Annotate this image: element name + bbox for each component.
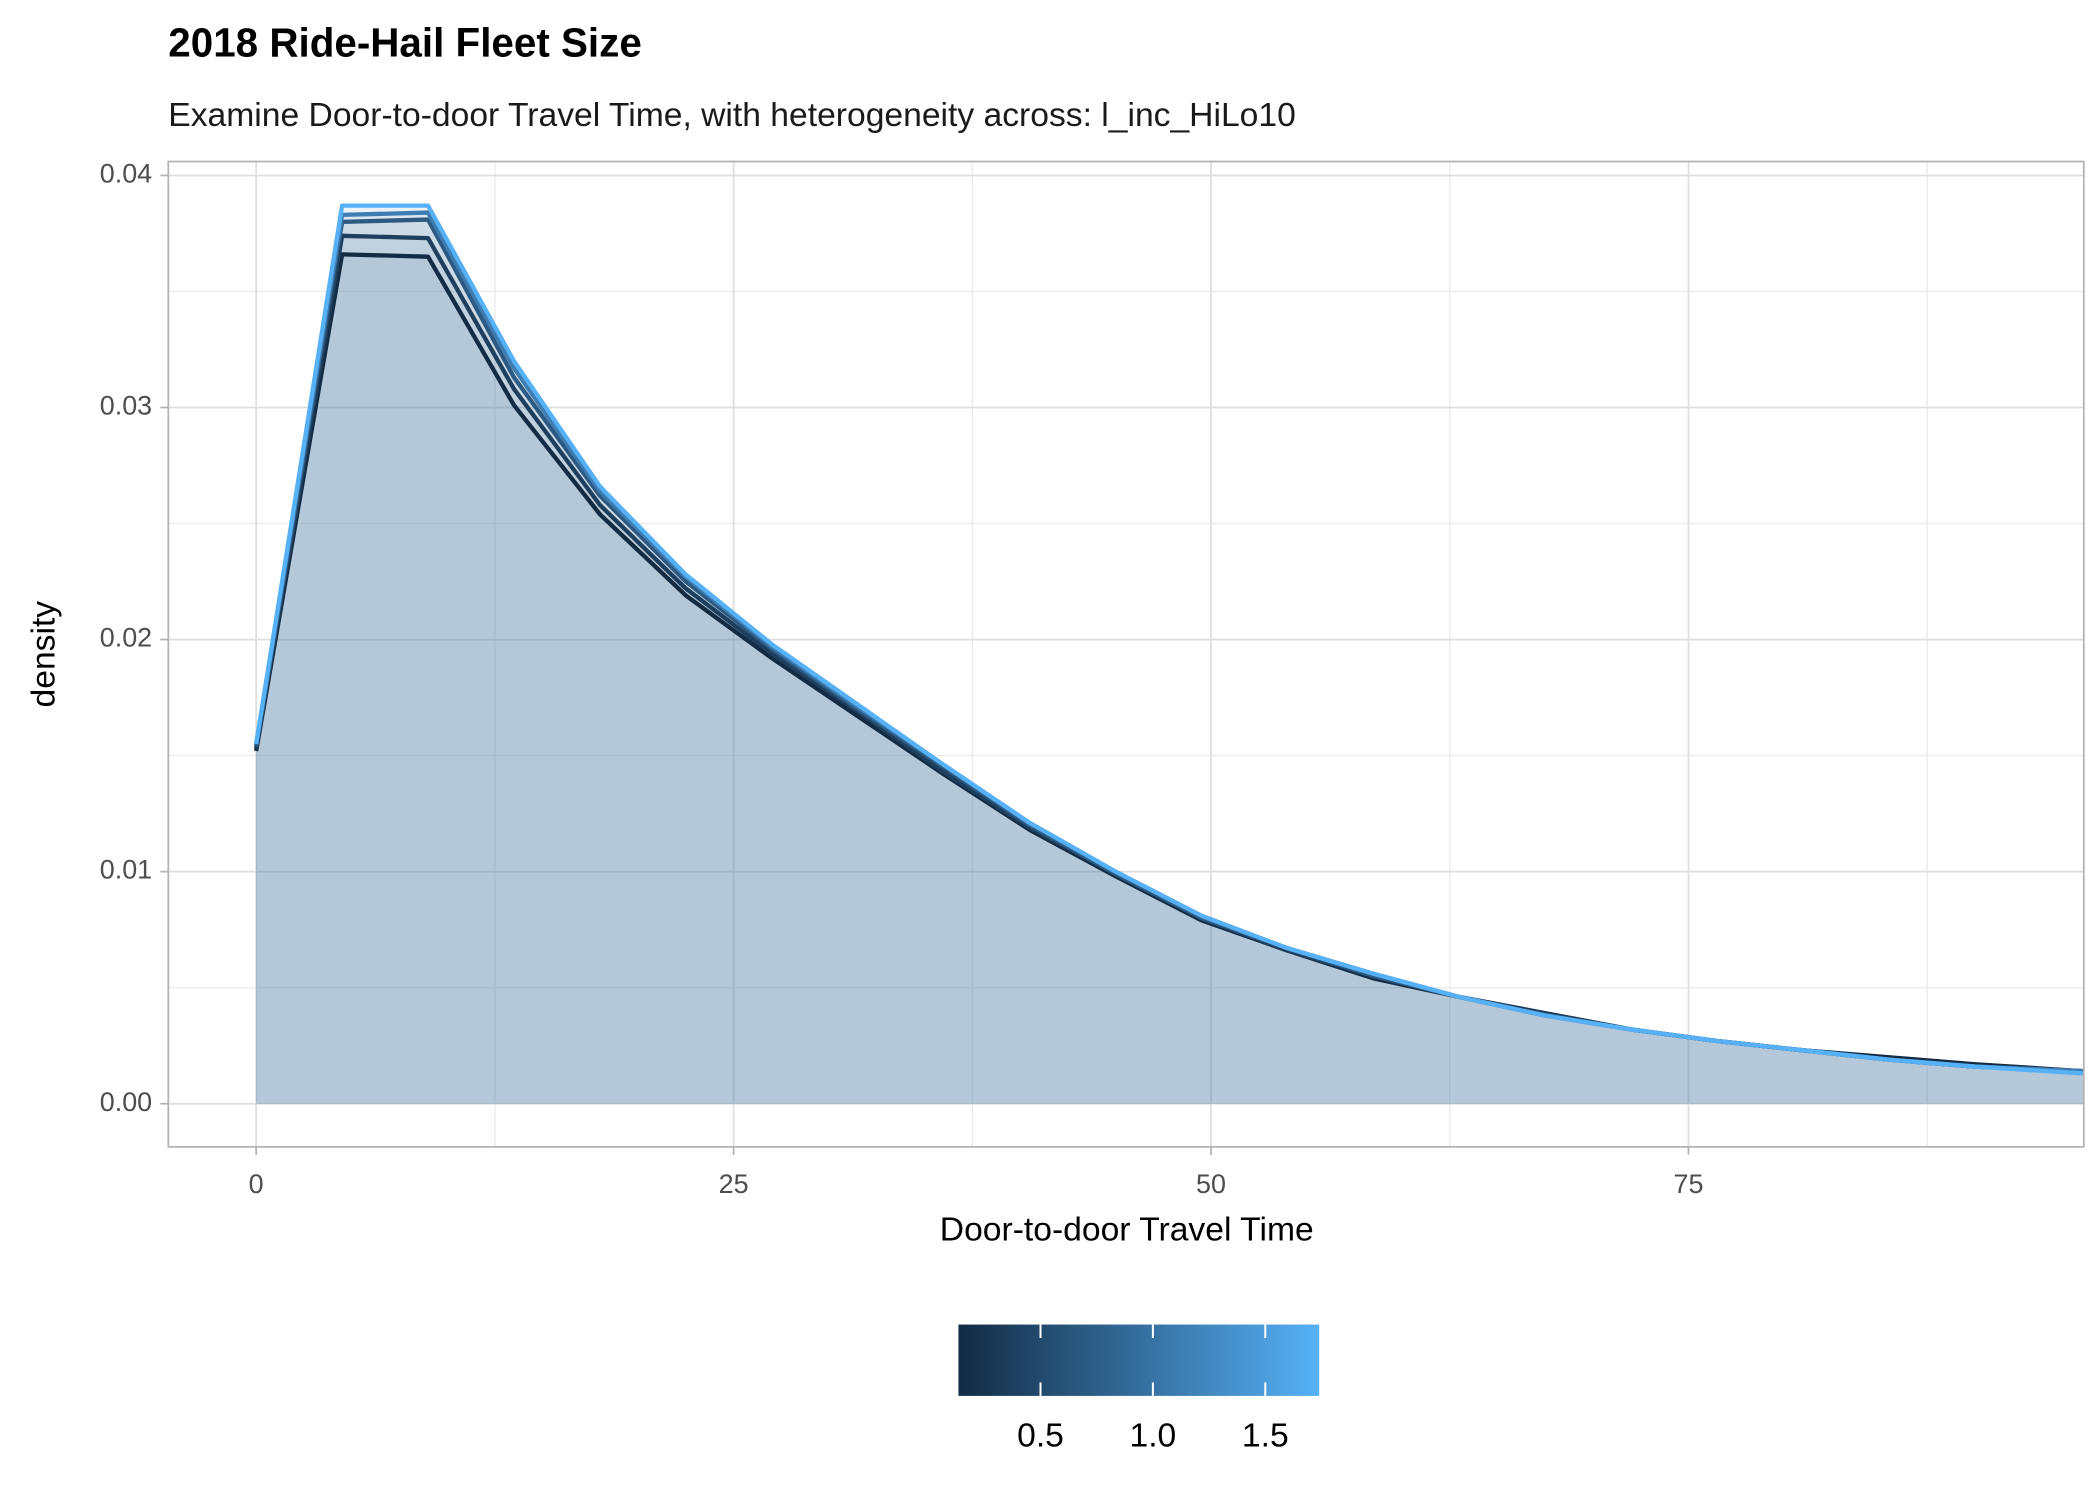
chart-title: 2018 Ride-Hail Fleet Size [168,19,641,65]
y-axis-title: density [26,601,63,708]
x-tick-label: 50 [1196,1169,1226,1199]
density-area [256,235,2084,1104]
y-tick-label: 0.01 [100,855,152,885]
x-tick-label: 0 [249,1169,264,1199]
x-tick-label: 25 [719,1169,749,1199]
plot-border [167,160,2085,1148]
density-area [256,219,2084,1104]
y-tick-label: 0.04 [100,159,152,189]
y-tick-label: 0.02 [100,623,152,653]
chart-subtitle: Examine Door-to-door Travel Time, with h… [168,97,1296,134]
colorbar-label: 1.0 [1130,1418,1177,1455]
density-line [254,203,2084,1076]
colorbar-label: 1.5 [1242,1418,1289,1455]
y-tick-label: 0.03 [100,391,152,421]
x-axis-title: Door-to-door Travel Time [940,1212,1314,1249]
y-tick-label: 0.00 [100,1087,152,1117]
x-tick-label: 75 [1674,1169,1704,1199]
density-area [256,254,2084,1104]
colorbar [958,1324,1320,1396]
colorbar-label: 0.5 [1017,1418,1064,1455]
density-area [256,205,2084,1104]
density-area [256,212,2084,1104]
